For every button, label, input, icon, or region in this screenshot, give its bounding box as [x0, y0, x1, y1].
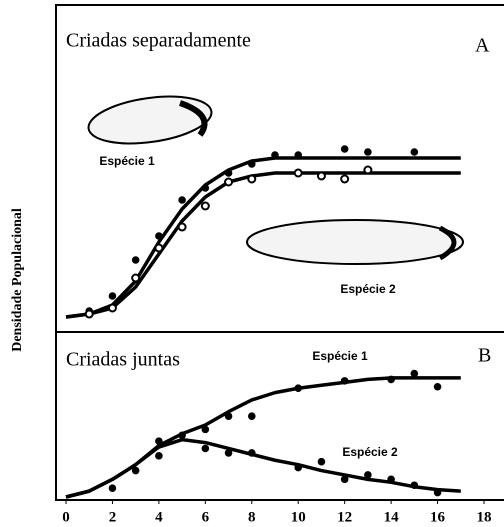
data-point: [202, 185, 209, 192]
annotation: Espécie 2: [342, 445, 398, 459]
data-point: [388, 376, 395, 383]
panel-frame: [56, 5, 504, 332]
data-point: [202, 203, 209, 210]
data-point: [341, 378, 348, 385]
data-point: [225, 179, 232, 186]
curve: [66, 378, 461, 497]
panel-title: Criadas juntas: [66, 349, 180, 371]
data-point: [132, 257, 139, 264]
data-point: [364, 167, 371, 174]
data-point: [179, 197, 186, 204]
illustration: [86, 90, 463, 264]
panel-label: B: [478, 345, 491, 367]
data-point: [295, 170, 302, 177]
data-point: [295, 464, 302, 471]
data-point: [272, 152, 279, 159]
data-point: [248, 161, 255, 168]
data-point: [248, 450, 255, 457]
data-point: [155, 245, 162, 252]
x-tick-label: 0: [62, 509, 70, 525]
x-tick-label: 16: [430, 509, 446, 525]
data-point: [179, 224, 186, 231]
data-point: [156, 453, 163, 460]
data-point: [202, 426, 209, 433]
data-point: [411, 149, 418, 156]
curve: [66, 440, 461, 497]
data-point: [225, 170, 232, 177]
data-point: [388, 476, 395, 483]
data-point: [202, 445, 209, 452]
data-point: [365, 472, 372, 479]
x-tick-label: 10: [291, 509, 306, 525]
data-point: [248, 413, 255, 420]
data-point: [411, 482, 418, 489]
data-point: [434, 383, 441, 390]
data-point: [109, 293, 116, 300]
x-tick-label: 2: [109, 509, 117, 525]
data-point: [132, 275, 139, 282]
data-point: [411, 370, 418, 377]
data-point: [132, 467, 139, 474]
data-point: [248, 176, 255, 183]
data-point: [156, 233, 163, 240]
data-point: [295, 385, 302, 392]
page: {"chart_data": [ {"type": "line", "title…: [0, 0, 504, 527]
data-point: [86, 311, 93, 318]
data-point: [109, 305, 116, 312]
y-axis-label: Densidade Populacional: [10, 208, 25, 352]
annotation: Espécie 1: [99, 154, 155, 168]
annotation: Espécie 2: [340, 282, 396, 296]
data-point: [225, 450, 232, 457]
data-point: [179, 432, 186, 439]
annotation: Espécie 1: [312, 349, 368, 363]
x-tick-label: 18: [477, 509, 492, 525]
data-point: [295, 152, 302, 159]
data-point: [434, 489, 441, 496]
x-tick-label: 8: [248, 509, 256, 525]
data-point: [341, 476, 348, 483]
x-tick-label: 4: [155, 509, 163, 525]
data-point: [365, 149, 372, 156]
data-point: [341, 146, 348, 153]
data-point: [225, 413, 232, 420]
data-point: [156, 438, 163, 445]
data-point: [341, 176, 348, 183]
x-tick-label: 14: [384, 509, 400, 525]
x-tick-label: 12: [337, 509, 352, 525]
panel-label: A: [475, 35, 490, 57]
data-point: [318, 458, 325, 465]
data-point: [318, 173, 325, 180]
chart: Criadas separadamente A Criadas juntas B…: [0, 0, 504, 527]
data-point: [109, 485, 116, 492]
x-tick-label: 6: [202, 509, 210, 525]
panel-title: Criadas separadamente: [66, 30, 251, 52]
